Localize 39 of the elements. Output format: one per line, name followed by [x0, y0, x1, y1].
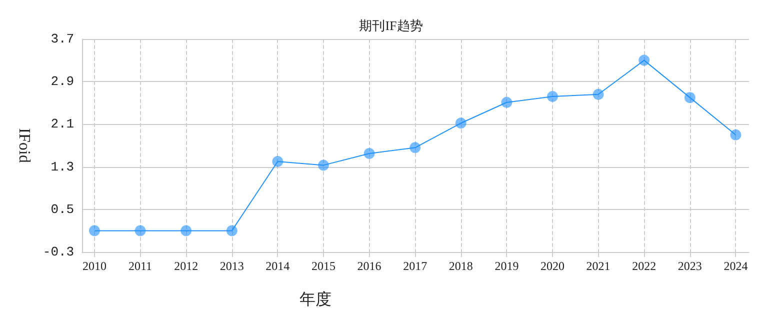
y-tick-label: 1.3	[50, 159, 74, 174]
x-tick-label: 2024	[724, 259, 748, 273]
point	[134, 225, 146, 236]
point	[410, 142, 421, 154]
point	[730, 129, 742, 140]
x-tick-label: 2023	[678, 259, 702, 273]
x-tick-label: 2012	[174, 259, 198, 273]
x-tick-label: 2017	[403, 259, 428, 273]
y-tick-label: 2.1	[50, 116, 74, 132]
y-tick-label: 0.5	[50, 202, 74, 217]
x-tick-label: 2021	[586, 259, 610, 273]
point	[364, 148, 375, 159]
y-tick-label: 2.9	[50, 74, 74, 90]
x-tick-label: 2013	[220, 259, 244, 273]
x-tick-label: 2019	[494, 259, 519, 273]
point	[684, 92, 696, 104]
x-tick-label: 2020	[540, 259, 565, 273]
x-tick-label: 2014	[266, 259, 290, 273]
x-tick-label: 2011	[128, 259, 152, 273]
y-axis-title: IFoid	[16, 128, 32, 163]
x-tick-label: 2015	[311, 259, 336, 273]
point	[88, 225, 100, 236]
x-tick-label: 2010	[82, 259, 106, 273]
x-axis-title: 年度	[300, 290, 332, 308]
point	[638, 54, 650, 66]
point	[501, 96, 512, 108]
chart-title: 期刊IF趋势	[359, 18, 423, 33]
x-tick-label: 2016	[357, 259, 382, 273]
point	[272, 156, 284, 167]
y-tick-label: 3.7	[50, 32, 74, 46]
point	[180, 225, 192, 236]
point	[547, 91, 558, 102]
point	[226, 225, 238, 236]
point	[592, 88, 604, 100]
point	[455, 118, 466, 129]
y-tick-label: -0.3	[42, 244, 74, 260]
x-tick-label: 2022	[632, 259, 656, 273]
x-tick-label: 2018	[448, 259, 473, 273]
point	[318, 160, 329, 171]
